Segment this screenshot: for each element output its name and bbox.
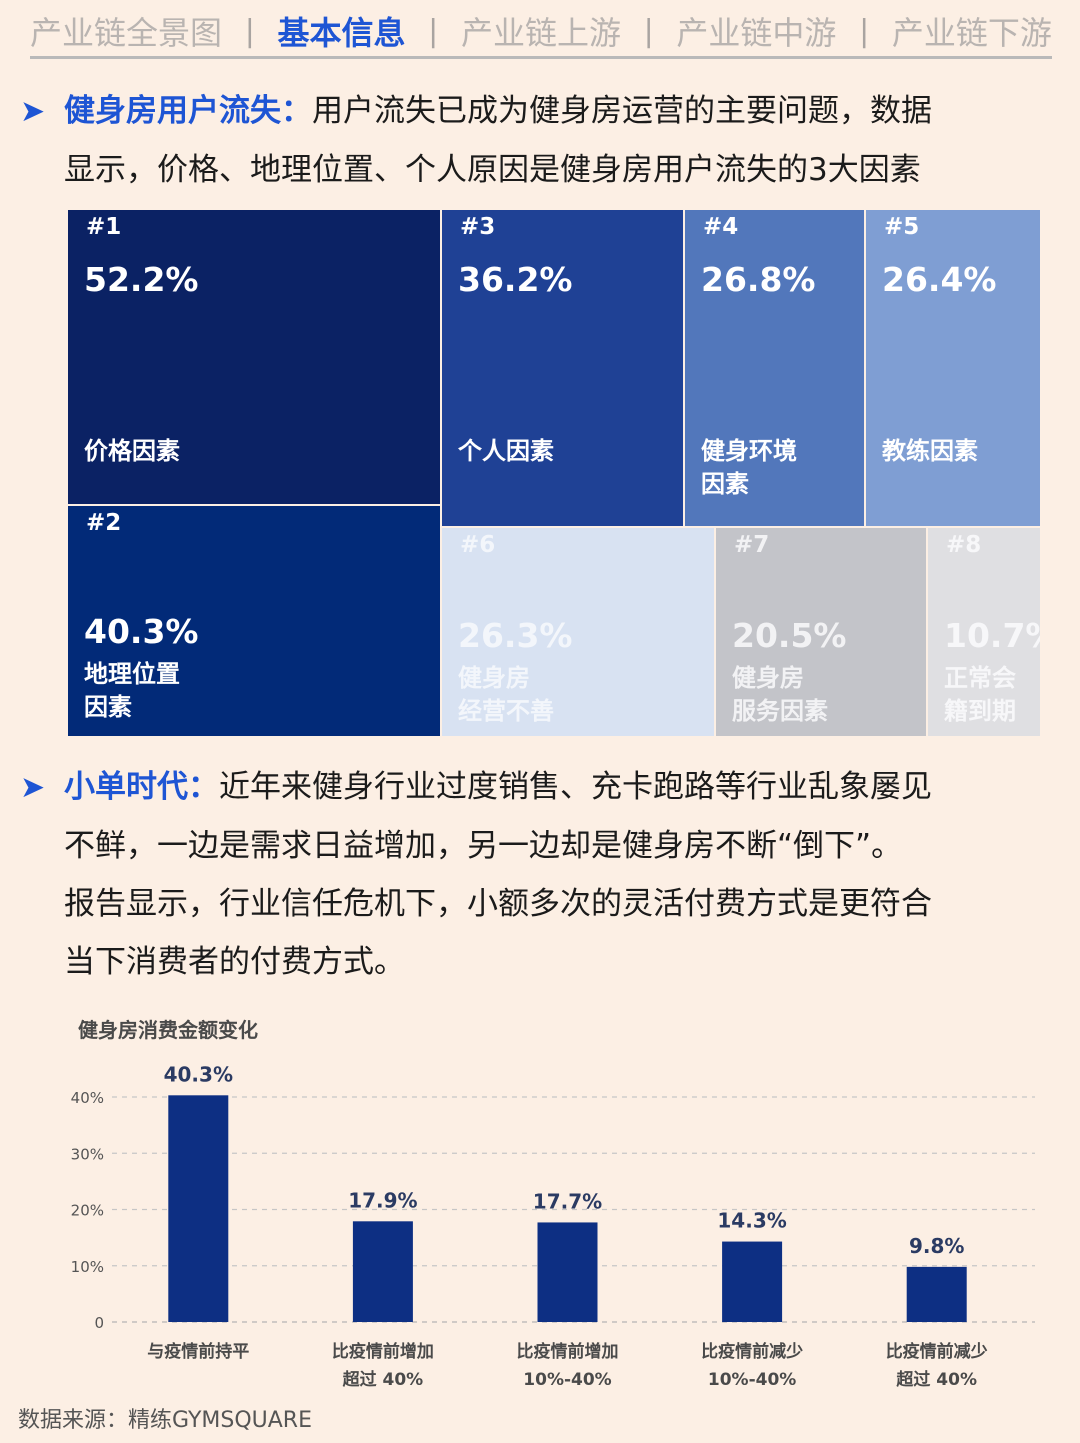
treemap-label: 个人因素 (458, 437, 554, 465)
data-source: 数据来源：精练GYMSQUARE (18, 1408, 312, 1433)
arrow-bullet-icon: ➤ (20, 770, 46, 805)
treemap-label: 教练因素 (882, 437, 978, 465)
treemap-cell: #7 20.5% 健身房 服务因素 (716, 528, 926, 736)
treemap-rank: #4 (703, 214, 739, 240)
treemap-label: 地理位置 因素 (84, 660, 180, 721)
x-tick-label: 超过 40% (343, 1369, 424, 1390)
y-tick-label: 20% (71, 1202, 104, 1220)
section-user-churn: ➤ 健身房用户流失：用户流失已成为健身房运营的主要问题，数据 显示，价格、地理位置… (20, 82, 1050, 199)
data-label: 14.3% (717, 1209, 786, 1233)
treemap-cell: #3 36.2% 个人因素 (442, 210, 683, 526)
treemap-percent: 36.2% (458, 260, 573, 299)
x-tick-label: 比疫情前减少 (701, 1341, 803, 1362)
section-small-orders: ➤ 小单时代：近年来健身行业过度销售、充卡跑路等行业乱象屡见 不鲜，一边是需求日益… (20, 758, 1050, 991)
treemap-label: 正常会 籍到期 (944, 664, 1016, 725)
nav-separator: | (859, 13, 870, 49)
arrow-bullet-icon: ➤ (20, 94, 46, 129)
y-tick-label: 40% (71, 1089, 104, 1107)
data-label: 9.8% (909, 1234, 964, 1258)
paragraph-text: 当下消费者的付费方式。 (64, 944, 405, 980)
treemap-label: 价格因素 (84, 437, 180, 465)
paragraph-text: 近年来健身行业过度销售、充卡跑路等行业乱象屡见 (219, 769, 932, 805)
x-tick-label: 10%-40% (708, 1370, 796, 1390)
x-tick-label: 比疫情前增加 (332, 1341, 434, 1362)
treemap-cell: #1 52.2% 价格因素 (68, 210, 440, 504)
data-label: 40.3% (164, 1062, 233, 1086)
treemap-cell: #4 26.8% 健身环境 因素 (685, 210, 864, 526)
x-tick-label: 比疫情前减少 (886, 1341, 988, 1362)
nav-separator: | (643, 13, 654, 49)
paragraph-text: 报告显示，行业信任危机下，小额多次的灵活付费方式是更符合 (64, 886, 932, 922)
nav-tab-downstream[interactable]: 产业链下游 (891, 14, 1052, 52)
treemap-rank: #6 (460, 532, 496, 558)
nav-separator: | (428, 13, 439, 49)
treemap-rank: #5 (884, 214, 920, 240)
treemap-label: 健身房 服务因素 (732, 664, 828, 725)
spending-change-chart: 健身房消费金额变化 0 10% 20% 30% 40% 40.3% 与疫情前持平 17.9% 比… (60, 1010, 1050, 1400)
y-tick-label: 10% (71, 1258, 104, 1276)
treemap-rank: #3 (460, 214, 496, 240)
treemap-rank: #2 (86, 510, 122, 536)
bar (168, 1095, 229, 1322)
nav-tab-upstream[interactable]: 产业链上游 (460, 14, 621, 52)
treemap-label: 健身环境 因素 (701, 437, 797, 498)
treemap-percent: 40.3% (84, 612, 199, 651)
data-label: 17.9% (348, 1188, 417, 1212)
treemap-cell: #5 26.4% 教练因素 (866, 210, 1040, 526)
data-label: 17.7% (533, 1189, 602, 1213)
section-keyword: 健身房用户流失： (64, 93, 312, 129)
treemap-cell: #2 40.3% 地理位置 因素 (68, 506, 440, 736)
bar (352, 1221, 413, 1322)
y-tick-label: 0 (94, 1314, 104, 1332)
treemap-percent: 20.5% (732, 616, 847, 655)
top-navigation: 产业链全景图 | 基本信息 | 产业链上游 | 产业链中游 | 产业链下游 (30, 6, 1052, 59)
treemap-cell: #6 26.3% 健身房 经营不善 (442, 528, 714, 736)
nav-tab-midstream[interactable]: 产业链中游 (676, 14, 837, 52)
paragraph-text: 用户流失已成为健身房运营的主要问题，数据 (312, 93, 932, 129)
bar (722, 1241, 783, 1322)
y-tick-label: 30% (71, 1145, 104, 1163)
paragraph-text: 不鲜，一边是需求日益增加，另一边却是健身房不断“倒下”。 (64, 828, 903, 864)
treemap-percent: 10.7% (944, 616, 1040, 655)
x-tick-label: 超过 40% (896, 1369, 977, 1390)
bar (906, 1266, 967, 1322)
treemap-label: 健身房 经营不善 (458, 664, 554, 725)
treemap-percent: 26.8% (701, 260, 816, 299)
treemap-percent: 26.3% (458, 616, 573, 655)
bar (537, 1222, 598, 1322)
x-tick-label: 比疫情前增加 (517, 1341, 619, 1362)
section-keyword: 小单时代： (64, 769, 219, 805)
nav-tab-basic-info[interactable]: 基本信息 (277, 14, 406, 52)
treemap-rank: #1 (86, 214, 122, 240)
treemap-percent: 26.4% (882, 260, 997, 299)
x-tick-label: 与疫情前持平 (147, 1341, 249, 1362)
x-tick-label: 10%-40% (523, 1370, 611, 1390)
treemap-rank: #8 (946, 532, 982, 558)
nav-tab-overview[interactable]: 产业链全景图 (30, 14, 223, 52)
churn-factor-treemap: #1 52.2% 价格因素 #2 40.3% 地理位置 因素 #3 36.2% 个人因素 #4 26.… (68, 210, 1040, 736)
treemap-percent: 52.2% (84, 260, 199, 299)
treemap-rank: #7 (734, 532, 770, 558)
chart-title: 健身房消费金额变化 (78, 1018, 258, 1042)
paragraph-text: 显示，价格、地理位置、个人原因是健身房用户流失的3大因素 (64, 152, 921, 188)
nav-separator: | (244, 13, 255, 49)
